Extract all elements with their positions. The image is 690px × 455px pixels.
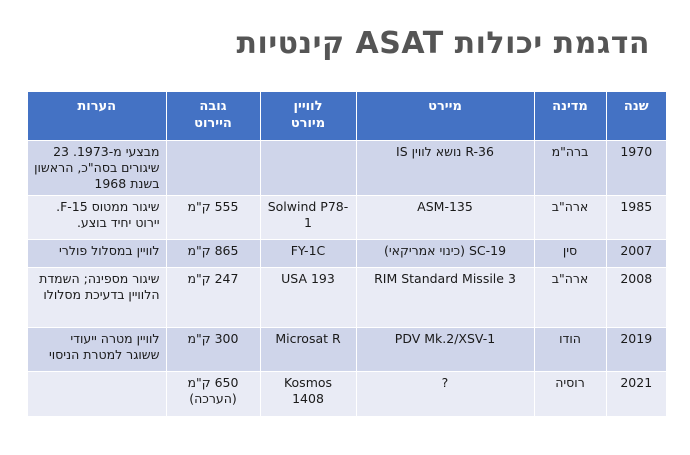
cell-notes: לוויין במסלול פולרי <box>28 239 166 268</box>
table-row: 1970 ברה"מ R-36 נושא לווין IS מבצעי מ-19… <box>28 140 666 196</box>
cell-altitude: 300 ק"מ <box>165 327 260 372</box>
cell-year: 2021 <box>605 371 666 416</box>
table-header-row: שנה מדינה מיירט לוויין מיורט גובה היירוט… <box>28 92 666 141</box>
table-row: 2019 הודו PDV Mk.2/XSV-1 Microsat R 300 … <box>28 327 666 372</box>
cell-target: Solwind P78-1 <box>259 195 356 240</box>
cell-country: הודו <box>533 327 606 372</box>
header-interceptor: מיירט <box>355 92 534 141</box>
cell-altitude: 555 ק"מ <box>165 195 260 240</box>
header-target: לוויין מיורט <box>259 92 356 141</box>
cell-notes: מבצעי מ-1973. 23 שיגורים בסה"כ, הראשון ב… <box>28 140 166 196</box>
table-row: 1985 ארה"ב ASM-135 Solwind P78-1 555 ק"מ… <box>28 195 666 240</box>
header-altitude-line1: גובה <box>199 99 227 114</box>
header-target-line1: לוויין <box>293 99 323 114</box>
cell-year: 1985 <box>605 195 666 240</box>
table-row: 2008 ארה"ב RIM Standard Missile 3 USA 19… <box>28 267 666 328</box>
header-altitude: גובה היירוט <box>165 92 260 141</box>
cell-notes: לוויין מטרה ייעודי ששוגר למטרת הניסוי <box>28 327 166 372</box>
cell-country: רוסיה <box>533 371 606 416</box>
cell-interceptor: R-36 נושא לווין IS <box>355 140 534 196</box>
cell-year: 1970 <box>605 140 666 196</box>
cell-target <box>259 140 356 196</box>
cell-country: ארה"ב <box>533 195 606 240</box>
header-country: מדינה <box>533 92 606 141</box>
cell-country: ברה"מ <box>533 140 606 196</box>
header-notes: הערות <box>28 92 166 141</box>
cell-country: סין <box>533 239 606 268</box>
cell-year: 2007 <box>605 239 666 268</box>
table-row: 2021 רוסיה ? Kosmos 1408 650 ק"מ (הערכה) <box>28 371 666 416</box>
cell-target: Microsat R <box>259 327 356 372</box>
cell-notes: שיגור ממטוס F-15. יירוט יחיד בוצע. <box>28 195 166 240</box>
cell-altitude <box>165 140 260 196</box>
cell-notes: שיגור מספינה; השמדת הלוויין בדעיכת מסלול… <box>28 267 166 328</box>
asat-table-container: שנה מדינה מיירט לוויין מיורט גובה היירוט… <box>28 92 666 416</box>
cell-altitude: 865 ק"מ <box>165 239 260 268</box>
cell-year: 2019 <box>605 327 666 372</box>
cell-interceptor: ASM-135 <box>355 195 534 240</box>
cell-notes <box>28 371 166 416</box>
cell-interceptor: RIM Standard Missile 3 <box>355 267 534 328</box>
header-target-line2: מיורט <box>290 116 326 131</box>
cell-interceptor: SC-19 (כינוי אמריקאי) <box>355 239 534 268</box>
header-year: שנה <box>605 92 666 141</box>
cell-altitude: 247 ק"מ <box>165 267 260 328</box>
slide-title: הדגמת יכולות ASAT קינטיות <box>236 26 650 61</box>
cell-country: ארה"ב <box>533 267 606 328</box>
cell-target: FY-1C <box>259 239 356 268</box>
cell-target: Kosmos 1408 <box>259 371 356 416</box>
cell-year: 2008 <box>605 267 666 328</box>
cell-altitude: 650 ק"מ (הערכה) <box>165 371 260 416</box>
cell-target: USA 193 <box>259 267 356 328</box>
table-row: 2007 סין SC-19 (כינוי אמריקאי) FY-1C 865… <box>28 239 666 268</box>
cell-interceptor: PDV Mk.2/XSV-1 <box>355 327 534 372</box>
asat-table: שנה מדינה מיירט לוויין מיורט גובה היירוט… <box>28 92 666 416</box>
cell-interceptor: ? <box>355 371 534 416</box>
header-altitude-line2: היירוט <box>194 116 232 131</box>
